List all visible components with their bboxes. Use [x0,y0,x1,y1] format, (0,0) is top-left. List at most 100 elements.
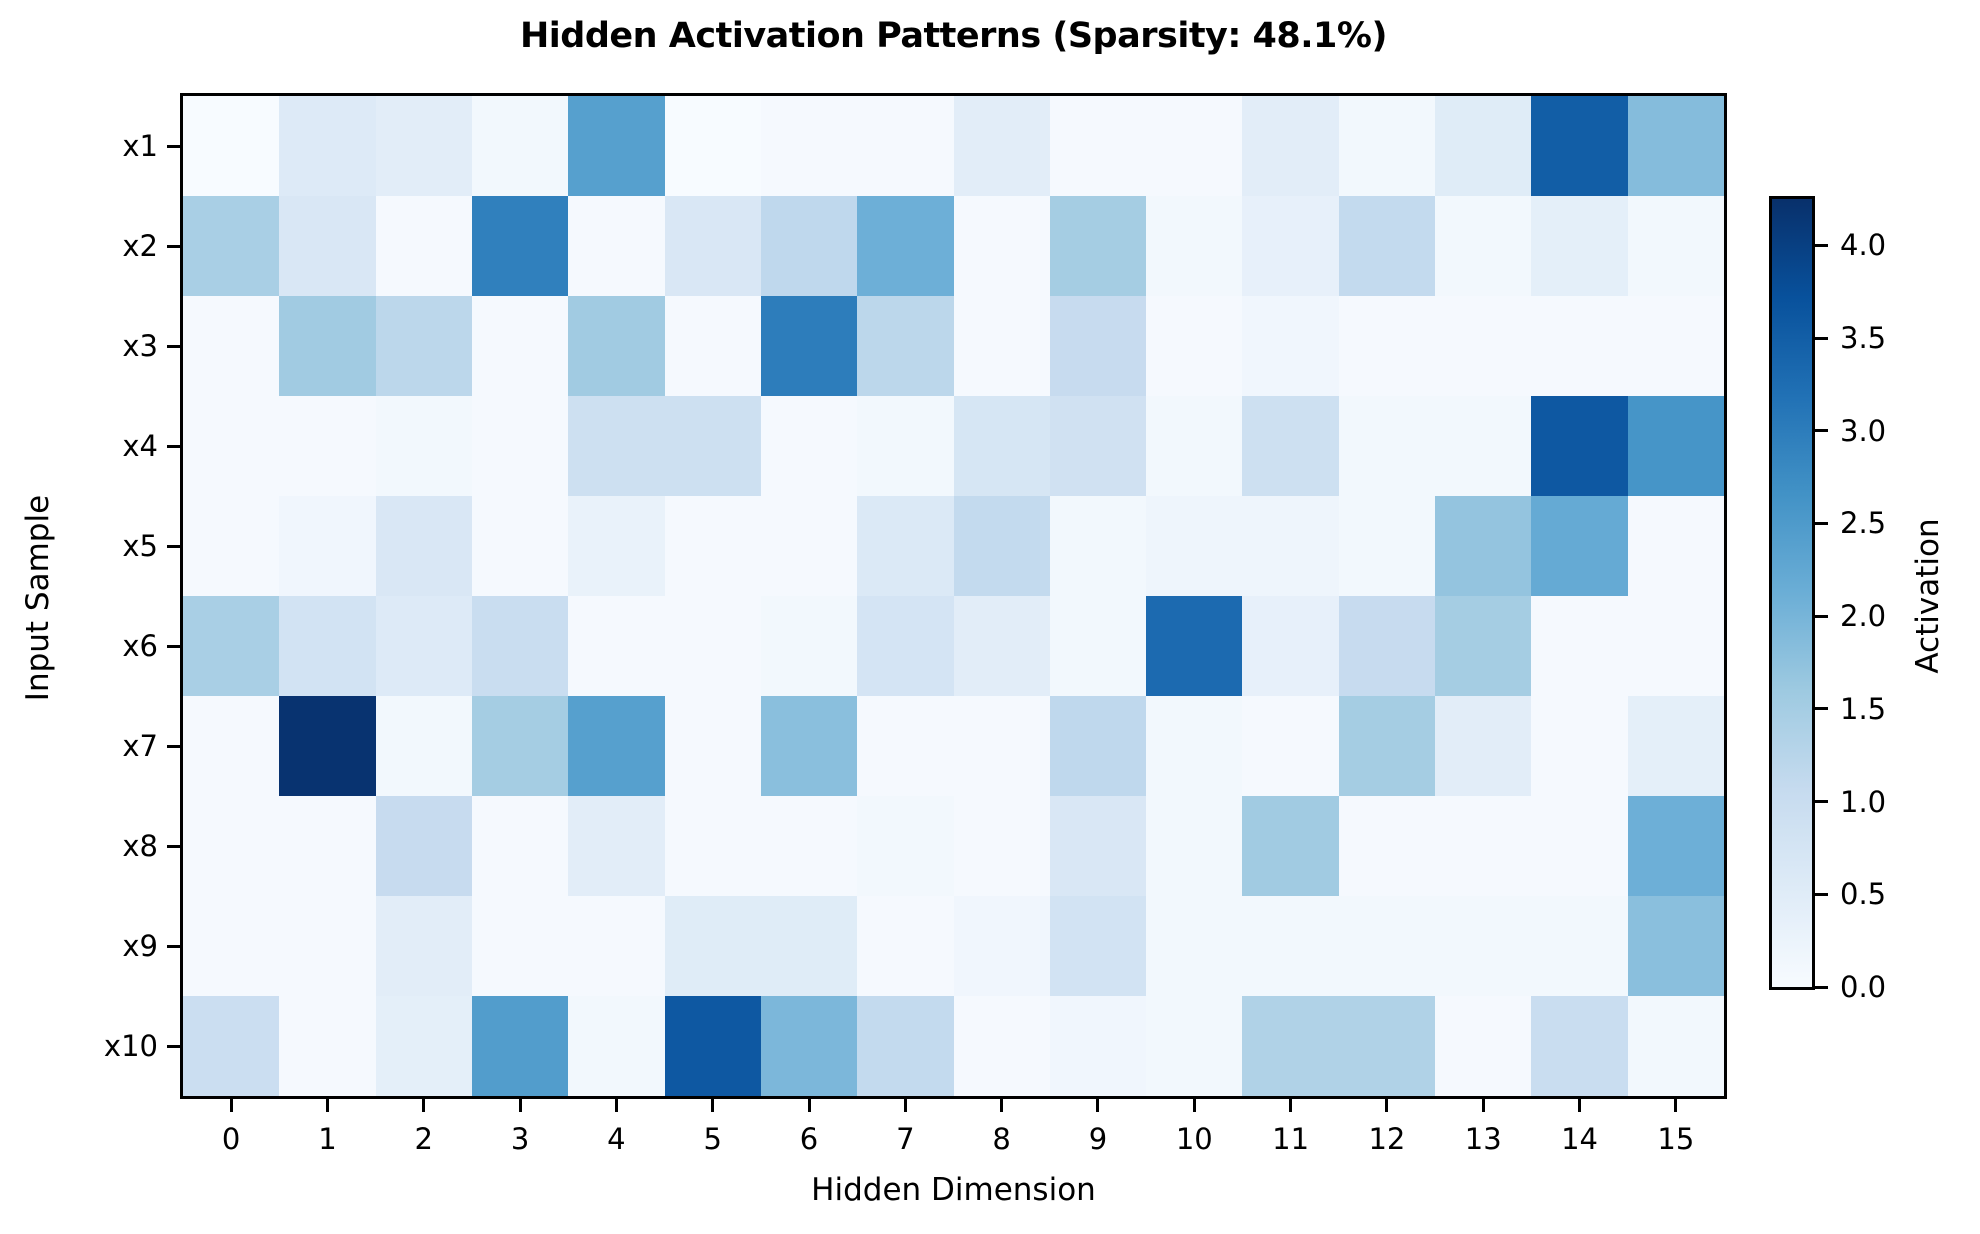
x-tick-label: 4 [607,1122,626,1156]
x-tick-label: 9 [1088,1122,1108,1156]
y-tick-mark [167,544,180,548]
colorbar-tick-label: 1.0 [1840,784,1887,819]
y-tick-label: x7 [122,729,158,763]
heatmap-cell [857,296,954,396]
heatmap-cell [1435,196,1532,296]
heatmap-cell [1146,696,1243,796]
heatmap-cell [857,196,954,296]
x-tick-label: 11 [1272,1122,1310,1156]
heatmap-cell [857,896,954,996]
y-tick-mark [167,444,180,448]
heatmap-cell [183,196,280,296]
heatmap-cell [1242,596,1339,696]
x-tick-label: 10 [1175,1122,1213,1156]
colorbar-tick-mark [1815,892,1828,896]
heatmap-cell [1146,496,1243,596]
heatmap-cell [760,896,858,996]
heatmap-cell [375,996,472,1096]
y-tick-label: x4 [122,429,158,463]
heatmap-cell [183,296,280,396]
heatmap-cell [1627,296,1724,396]
heatmap-cell [471,796,569,896]
heatmap-cell [664,96,761,196]
y-tick-mark [167,844,180,848]
x-tick-label: 6 [799,1122,819,1156]
colorbar-tick-label: 1.5 [1840,691,1887,726]
y-tick-label: x1 [122,129,158,163]
heatmap-cell [1338,796,1436,896]
heatmap-cell [857,796,954,896]
heatmap-cell [953,96,1050,196]
x-tick-label: 2 [414,1122,434,1156]
colorbar-tick-mark [1815,800,1828,804]
heatmap-cell [1531,596,1628,696]
colorbar-tick-label: 2.0 [1840,599,1887,634]
heatmap-cell [953,196,1050,296]
heatmap-cell [471,296,569,396]
colorbar-tick-label: 0.0 [1840,970,1887,1004]
y-tick-mark [167,344,180,348]
colorbar-gradient [1772,199,1812,987]
colorbar-tick-mark [1815,614,1828,618]
heatmap-cell [664,696,761,796]
heatmap-cell [1531,96,1628,196]
x-tick-label: 8 [992,1122,1011,1156]
heatmap-cell [857,696,954,796]
heatmap-cell [1435,696,1532,796]
heatmap-cell [568,196,665,296]
x-tick-mark [711,1099,715,1112]
heatmap-cell [1146,96,1243,196]
y-axis-label: Input Sample [20,494,56,702]
heatmap-cell [953,996,1050,1096]
colorbar-tick-mark [1815,521,1828,525]
heatmap-cell [1049,196,1147,296]
colorbar-tick-label: 3.0 [1840,413,1887,448]
heatmap-cell [1242,496,1339,596]
x-tick-mark [807,1099,811,1112]
x-tick-mark [1578,1099,1582,1112]
heatmap-cell [1049,396,1147,496]
heatmap-cell [1435,596,1532,696]
heatmap-cell [1242,296,1339,396]
heatmap-cell [279,496,376,596]
heatmap-cell [1435,396,1532,496]
heatmap-cell [279,296,376,396]
heatmap-cell [1146,896,1243,996]
heatmap-cell [183,496,280,596]
x-tick-mark [614,1099,618,1112]
heatmap-cell [375,496,472,596]
x-tick-mark [1385,1099,1389,1112]
heatmap-cell [183,396,280,496]
y-tick-mark [167,644,180,648]
heatmap-cell [1242,896,1339,996]
x-tick-mark [1000,1099,1004,1112]
heatmap-cell [1049,496,1147,596]
heatmap-cell [1338,696,1436,796]
x-axis-label: Hidden Dimension [811,1172,1096,1208]
heatmap-cell [1338,896,1436,996]
heatmap-cell [471,596,569,696]
heatmap-cell [1242,396,1339,496]
heatmap-cell [857,996,954,1096]
y-tick-label: x8 [122,829,158,863]
y-tick-label: x5 [122,529,158,563]
heatmap-cell [183,896,280,996]
heatmap-cell [568,996,665,1096]
heatmap-cell [1531,296,1628,396]
y-tick-mark [167,244,180,248]
colorbar-label: Activation [1910,518,1946,674]
heatmap-cell [760,196,858,296]
heatmap-cell [471,996,569,1096]
heatmap-cell [1435,296,1532,396]
heatmap-cell [857,596,954,696]
heatmap-cell [375,96,472,196]
heatmap-cell [279,396,376,496]
heatmap-cell [953,296,1050,396]
heatmap-cell [1242,996,1339,1096]
y-tick-label: x2 [122,229,158,263]
x-tick-label: 5 [703,1122,722,1156]
heatmap-cell [1531,396,1628,496]
x-tick-mark [325,1099,329,1112]
heatmap-cell [760,696,858,796]
